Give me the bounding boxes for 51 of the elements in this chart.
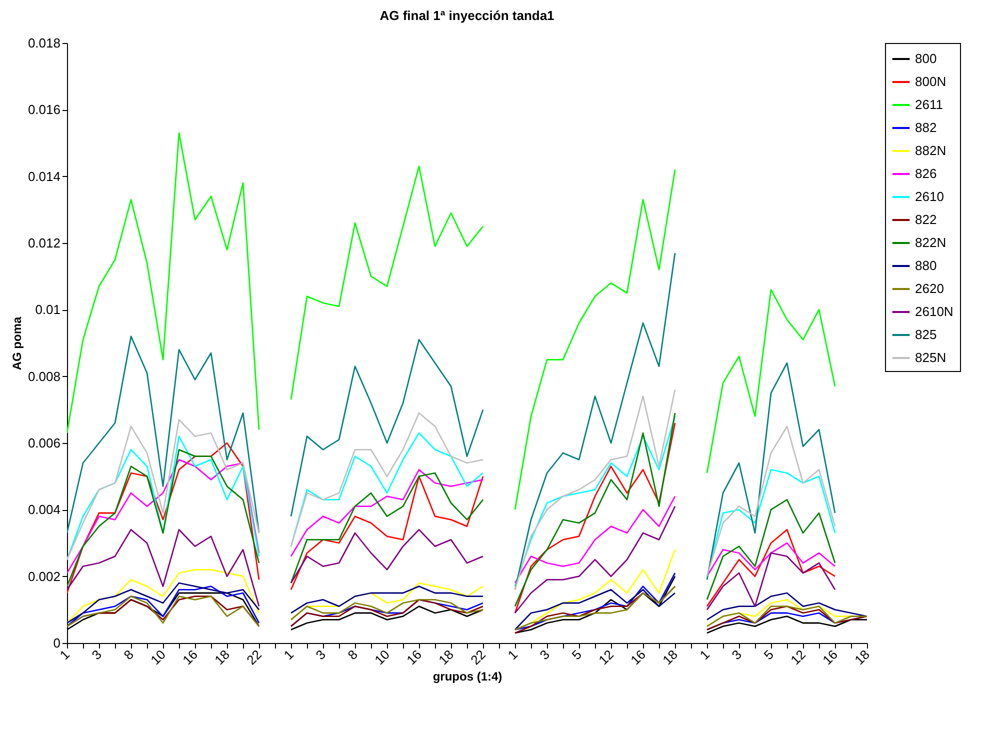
- x-tick-label: 1: [504, 646, 520, 663]
- legend-label: 880: [915, 258, 937, 273]
- x-tick-label: 3: [536, 646, 552, 663]
- y-axis-title: AG poma: [10, 316, 24, 370]
- x-tick-label: 1: [696, 646, 712, 663]
- legend-label: 822N: [915, 235, 946, 250]
- x-tick-label: 16: [404, 646, 424, 668]
- x-tick-label: 3: [312, 646, 328, 663]
- x-tick-label: 18: [212, 646, 232, 668]
- x-tick-label: 3: [88, 646, 104, 663]
- x-tick-label: 16: [820, 646, 840, 668]
- legend-label: 822: [915, 212, 937, 227]
- legend-label: 800: [915, 51, 937, 66]
- x-tick-label: 12: [596, 646, 616, 668]
- x-tick-label: 12: [788, 646, 808, 668]
- x-tick-label: 5: [760, 646, 776, 663]
- x-axis-title: grupos (1:4): [432, 670, 502, 684]
- legend-label: 826: [915, 166, 937, 181]
- x-tick-label: 10: [372, 646, 392, 668]
- x-tick-label: 22: [244, 646, 264, 668]
- legend-label: 882: [915, 120, 937, 135]
- x-tick-label: 18: [852, 646, 872, 668]
- legend-label: 825N: [915, 350, 946, 365]
- x-tick-label: 18: [660, 646, 680, 668]
- y-tick-label: 0.016: [28, 102, 60, 118]
- legend-label: 2611: [915, 97, 943, 112]
- x-tick-label: 3: [728, 646, 744, 663]
- y-tick-label: 0.014: [28, 168, 60, 184]
- x-tick-label: 22: [468, 646, 488, 668]
- legend-label: 2610N: [915, 304, 954, 319]
- legend-label: 2610: [915, 189, 944, 204]
- chart-title: AG final 1ª inyección tanda1: [380, 8, 554, 23]
- y-tick-label: 0.002: [28, 568, 60, 584]
- x-tick-label: 8: [120, 646, 136, 663]
- y-tick-label: 0.006: [28, 436, 60, 450]
- y-tick-label: 0.018: [28, 36, 60, 50]
- legend-label: 2620: [915, 281, 944, 296]
- x-tick-label: 8: [344, 646, 360, 663]
- x-tick-label: 18: [436, 646, 456, 668]
- legend-label: 825: [915, 327, 937, 342]
- x-tick-label: 1: [280, 646, 296, 663]
- y-tick-label: 0.008: [28, 368, 60, 384]
- legend-label: 882N: [915, 143, 946, 158]
- y-tick-label: 0.01: [35, 302, 60, 318]
- legend-label: 800N: [915, 74, 946, 89]
- y-tick-label: 0.012: [28, 236, 60, 250]
- x-tick-label: 10: [148, 646, 168, 668]
- y-tick-label: 0.004: [28, 502, 60, 518]
- x-tick-label: 16: [628, 646, 648, 668]
- x-tick-label: 5: [568, 646, 584, 663]
- x-tick-label: 16: [180, 646, 200, 668]
